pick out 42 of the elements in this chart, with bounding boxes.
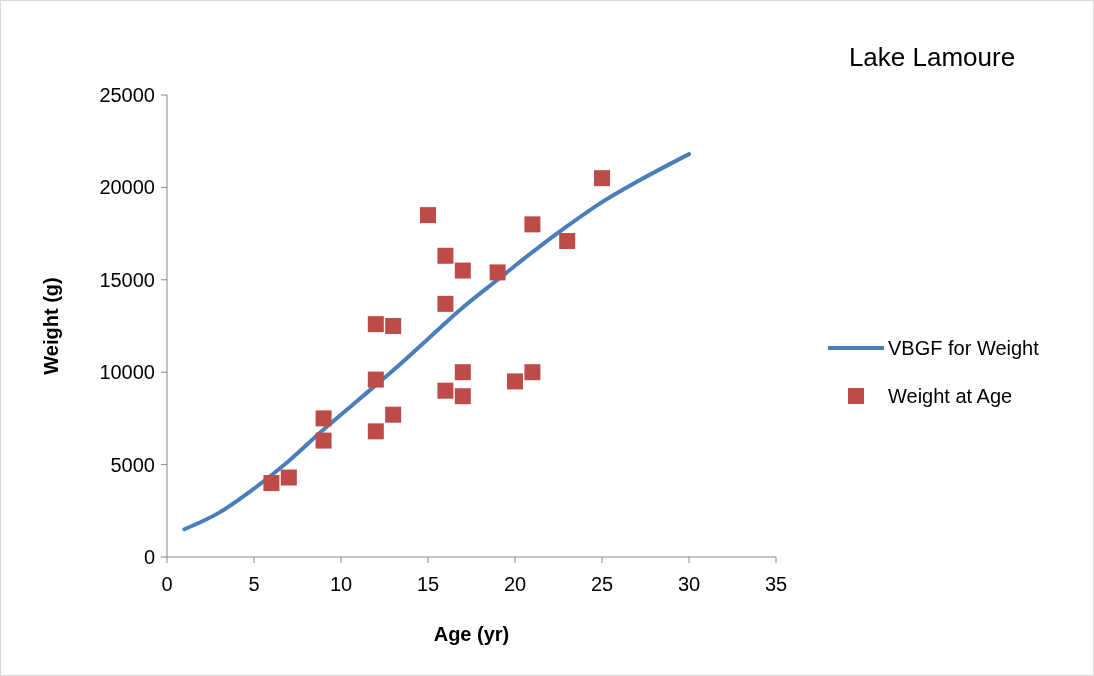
point <box>437 295 454 312</box>
x-tick-label: 25 <box>590 573 614 595</box>
point <box>315 410 332 427</box>
point <box>454 388 471 405</box>
point <box>385 406 402 423</box>
x-tick-label: 20 <box>503 573 527 595</box>
point <box>367 423 384 440</box>
y-axis-title: Weight (g) <box>40 277 62 375</box>
legend-label: Weight at Age <box>888 385 1013 407</box>
y-tick-label: 10000 <box>99 361 155 384</box>
point <box>507 373 523 390</box>
point <box>420 207 436 224</box>
y-tick-label: 20000 <box>99 176 155 199</box>
point <box>489 264 506 281</box>
point <box>367 316 384 333</box>
x-tick-label: 0 <box>161 573 173 595</box>
x-axis-title: Age (yr) <box>433 623 510 645</box>
point <box>594 170 610 187</box>
point <box>454 364 471 381</box>
point <box>524 364 541 381</box>
point <box>280 469 297 486</box>
point <box>367 371 384 388</box>
y-tick-label: 5000 <box>110 453 155 476</box>
y-tick-label: 0 <box>143 546 155 568</box>
y-tick-label: 25000 <box>99 84 155 106</box>
point <box>437 382 454 399</box>
x-tick-label: 35 <box>764 573 788 595</box>
point <box>315 432 332 449</box>
y-tick-label: 15000 <box>99 268 155 291</box>
point <box>524 216 541 233</box>
text: Lake Lamoure <box>848 42 1016 72</box>
x-tick-label: 10 <box>329 573 353 595</box>
point <box>385 318 402 334</box>
legend-label: VBGF for Weight <box>888 337 1040 359</box>
point <box>454 262 471 279</box>
point <box>559 232 576 249</box>
point <box>437 247 454 264</box>
x-tick-label: 30 <box>677 573 701 595</box>
line-series <box>182 152 691 532</box>
x-tick-label: 5 <box>248 573 260 595</box>
point <box>263 475 280 492</box>
x-tick-label: 15 <box>416 573 440 595</box>
